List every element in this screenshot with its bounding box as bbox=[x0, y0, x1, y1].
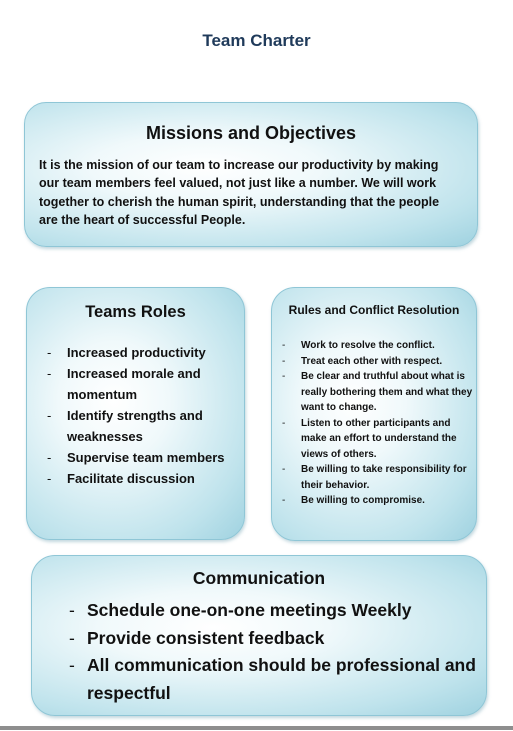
missions-objectives-box: Missions and Objectives It is the missio… bbox=[24, 102, 478, 247]
communication-box: Communication Schedule one-on-one meetin… bbox=[31, 555, 487, 716]
rules-heading: Rules and Conflict Resolution bbox=[288, 303, 460, 317]
page-bottom-divider bbox=[0, 726, 513, 730]
roles-heading: Teams Roles bbox=[85, 303, 186, 321]
list-item: Supervise team members bbox=[27, 447, 244, 468]
list-item: Be clear and truthful about what is real… bbox=[272, 369, 476, 416]
list-item: Facilitate discussion bbox=[27, 468, 244, 489]
list-item: Be willing to compromise. bbox=[272, 493, 476, 509]
communication-heading: Communication bbox=[192, 568, 326, 588]
team-roles-box: Teams Roles Increased productivity Incre… bbox=[26, 287, 245, 540]
list-item: Increased productivity bbox=[27, 342, 244, 363]
page-title: Team Charter bbox=[202, 31, 311, 50]
list-item: All communication should be professional… bbox=[32, 652, 486, 707]
roles-list: Increased productivity Increased morale … bbox=[27, 342, 244, 489]
list-item: Be willing to take responsibility for th… bbox=[272, 462, 476, 493]
list-item: Listen to other participants and make an… bbox=[272, 416, 476, 463]
list-item: Schedule one-on-one meetings Weekly bbox=[32, 597, 486, 625]
list-item: Provide consistent feedback bbox=[32, 625, 486, 653]
list-item: Treat each other with respect. bbox=[272, 354, 476, 370]
list-item: Increased morale and momentum bbox=[27, 363, 244, 405]
communication-list: Schedule one-on-one meetings Weekly Prov… bbox=[32, 597, 486, 707]
list-item: Work to resolve the conflict. bbox=[272, 338, 476, 354]
rules-conflict-box: Rules and Conflict Resolution Work to re… bbox=[271, 287, 477, 541]
rules-list: Work to resolve the conflict. Treat each… bbox=[272, 338, 476, 509]
list-item: Identify strengths and weaknesses bbox=[27, 405, 244, 447]
missions-text: It is the mission of our team to increas… bbox=[39, 158, 440, 227]
missions-heading: Missions and Objectives bbox=[145, 123, 357, 143]
